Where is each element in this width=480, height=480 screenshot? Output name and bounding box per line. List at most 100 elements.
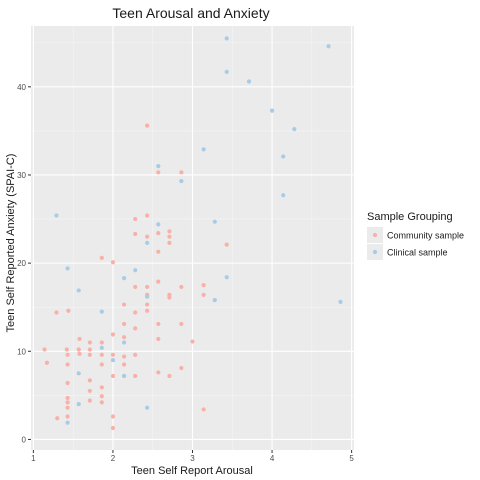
data-point (65, 420, 70, 425)
data-point (99, 362, 104, 367)
data-point (224, 242, 229, 247)
data-point (156, 370, 161, 375)
data-point (281, 154, 286, 159)
data-point (87, 388, 92, 394)
data-point (156, 170, 161, 175)
data-point (110, 357, 116, 363)
data-point (87, 378, 92, 383)
data-point (65, 380, 70, 386)
x-tick-label: 3 (190, 454, 195, 463)
data-point (167, 295, 172, 300)
data-point (179, 365, 184, 371)
data-point (201, 407, 206, 412)
y-tick-label: 30 (17, 171, 26, 180)
data-point (156, 164, 161, 169)
data-point (65, 400, 70, 405)
data-point (156, 321, 161, 327)
data-point (156, 336, 161, 342)
data-point (99, 400, 104, 405)
data-point (121, 335, 127, 340)
data-point (179, 179, 184, 184)
data-point (64, 347, 69, 352)
data-point (133, 268, 138, 273)
data-point (201, 283, 206, 288)
data-point (133, 373, 138, 379)
y-axis-label: Teen Self Reported Anxiety (SPAI-C) (5, 154, 17, 333)
data-point (121, 340, 127, 345)
data-point (87, 340, 92, 345)
data-point (121, 276, 127, 281)
data-points (42, 36, 343, 431)
data-point (167, 229, 172, 234)
data-point (65, 405, 70, 410)
x-axis: 1 2 3 4 5 (31, 450, 354, 463)
data-point (65, 352, 70, 357)
data-point (133, 326, 138, 331)
data-point (133, 231, 138, 237)
data-point (66, 308, 71, 313)
data-point (145, 284, 150, 290)
data-point (121, 362, 127, 367)
data-point (44, 360, 50, 365)
data-point (121, 321, 127, 327)
data-point (212, 298, 217, 303)
x-axis-label: Teen Self Report Arousal (131, 465, 253, 477)
data-point (65, 266, 70, 271)
x-tick-label: 5 (349, 454, 354, 463)
y-tick-label: 0 (22, 435, 27, 444)
legend: Sample Grouping Community sample Clinica… (367, 211, 464, 260)
data-point (99, 352, 104, 357)
data-point (156, 249, 161, 254)
data-point (121, 373, 127, 379)
legend-key-community (372, 232, 378, 238)
data-point (179, 321, 184, 327)
data-point (99, 255, 104, 260)
data-point (133, 352, 138, 357)
data-point (76, 402, 81, 407)
data-point (54, 213, 59, 218)
data-point (246, 79, 252, 84)
data-point (110, 425, 116, 431)
data-point (65, 395, 70, 401)
data-point (77, 336, 82, 342)
data-point (99, 340, 104, 345)
y-tick-label: 40 (17, 83, 26, 92)
data-point (179, 284, 184, 290)
y-axis: 0 10 20 30 40 (17, 83, 31, 444)
data-point (201, 292, 206, 297)
data-point (145, 294, 150, 299)
data-point (133, 284, 138, 290)
data-point (87, 398, 92, 403)
data-point (145, 302, 150, 307)
series-community (42, 123, 229, 431)
data-point (292, 127, 297, 132)
data-point (42, 347, 47, 352)
data-point (99, 309, 104, 314)
data-point (167, 234, 172, 239)
legend-title: Sample Grouping (367, 211, 453, 223)
data-point (110, 332, 116, 337)
data-point (76, 288, 81, 293)
data-point (145, 123, 150, 128)
data-point (326, 44, 331, 49)
data-point (145, 240, 150, 245)
x-tick-label: 4 (270, 454, 275, 463)
data-point (145, 308, 150, 313)
data-point (87, 352, 92, 357)
data-point (76, 347, 81, 352)
data-point (99, 345, 104, 350)
data-point (121, 354, 127, 359)
y-tick-label: 10 (17, 347, 26, 356)
data-point (156, 279, 161, 284)
data-point (338, 299, 343, 305)
data-point (179, 170, 184, 175)
legend-label-community: Community sample (387, 231, 464, 241)
series-clinical (54, 36, 343, 425)
x-tick-label: 1 (31, 454, 36, 463)
data-point (156, 222, 161, 227)
data-point (110, 260, 116, 265)
data-point (167, 240, 172, 245)
data-point (110, 373, 116, 379)
data-point (65, 362, 70, 367)
